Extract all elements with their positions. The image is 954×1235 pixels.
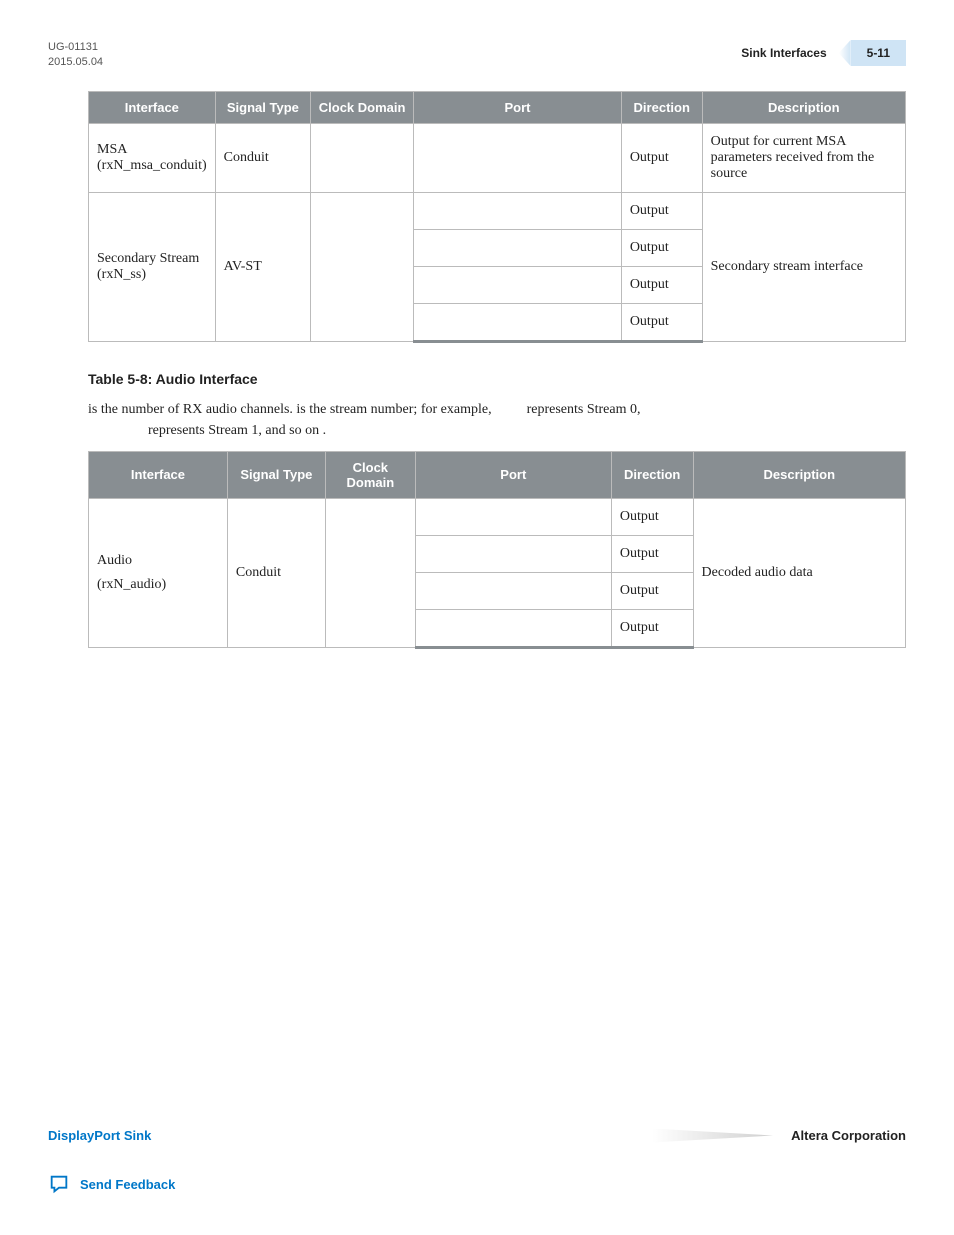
cell-clock (311, 192, 414, 341)
cell-signaltype: Conduit (215, 123, 310, 192)
footer-company: Altera Corporation (791, 1128, 906, 1143)
table-row: Audio (rxN_audio) Conduit Output Decoded… (89, 498, 906, 535)
th-port: Port (414, 91, 622, 123)
page-footer: DisplayPort Sink Altera Corporation Send… (48, 1128, 906, 1195)
cell-interface: Secondary Stream (rxN_ss) (89, 192, 216, 341)
desc-part: is the number of RX audio channels. (88, 402, 296, 417)
cell-direction: Output (611, 498, 693, 535)
cell-direction: Output (621, 303, 702, 341)
footer-top: DisplayPort Sink Altera Corporation (48, 1128, 906, 1143)
cell-description: Decoded audio data (693, 498, 905, 647)
desc-part: represents Stream 1, and so on . (148, 420, 326, 441)
cell-interface: MSA (rxN_msa_conduit) (89, 123, 216, 192)
cell-port (415, 535, 611, 572)
feedback-label: Send Feedback (80, 1177, 175, 1192)
doc-date: 2015.05.04 (48, 55, 103, 70)
doc-meta: UG-01131 2015.05.04 (48, 40, 103, 71)
section-title: Sink Interfaces (741, 46, 826, 60)
th-clock: Clock Domain (325, 451, 415, 498)
cell-port (415, 609, 611, 647)
table-row: MSA (rxN_msa_conduit) Conduit Output Out… (89, 123, 906, 192)
cell-direction: Output (621, 266, 702, 303)
footer-chapter-link[interactable]: DisplayPort Sink (48, 1128, 151, 1143)
desc-part: is the stream number; for example, (296, 402, 495, 417)
cell-interface: Audio (rxN_audio) (89, 498, 228, 647)
cell-port (414, 303, 622, 341)
doc-id: UG-01131 (48, 40, 103, 55)
th-interface: Interface (89, 451, 228, 498)
th-description: Description (702, 91, 905, 123)
cell-clock (325, 498, 415, 647)
comment-icon (48, 1173, 70, 1195)
cell-direction: Output (611, 535, 693, 572)
header-right: Sink Interfaces 5-11 (741, 40, 906, 66)
cell-signaltype: AV-ST (215, 192, 310, 341)
th-signaltype: Signal Type (227, 451, 325, 498)
cell-description: Output for current MSA parameters receiv… (702, 123, 905, 192)
footer-arrow-icon (169, 1129, 773, 1143)
desc-part: represents Stream 0, (527, 402, 641, 417)
th-port: Port (415, 451, 611, 498)
th-direction: Direction (621, 91, 702, 123)
th-clock: Clock Domain (311, 91, 414, 123)
cell-direction: Output (611, 609, 693, 647)
cell-description: Secondary stream interface (702, 192, 905, 341)
cell-port (414, 192, 622, 229)
interface-table-1: Interface Signal Type Clock Domain Port … (88, 91, 906, 343)
send-feedback-link[interactable]: Send Feedback (48, 1173, 906, 1195)
cell-port (415, 572, 611, 609)
table2-description: is the number of RX audio channels. is t… (88, 399, 906, 441)
cell-port (415, 498, 611, 535)
cell-clock (311, 123, 414, 192)
th-interface: Interface (89, 91, 216, 123)
page-header: UG-01131 2015.05.04 Sink Interfaces 5-11 (48, 40, 906, 71)
cell-direction: Output (621, 123, 702, 192)
th-signaltype: Signal Type (215, 91, 310, 123)
cell-port (414, 123, 622, 192)
audio-interface-table: Interface Signal Type Clock Domain Port … (88, 451, 906, 649)
cell-direction: Output (621, 229, 702, 266)
page-number-badge: 5-11 (851, 40, 906, 66)
cell-direction: Output (611, 572, 693, 609)
table-row: Secondary Stream (rxN_ss) AV-ST Output S… (89, 192, 906, 229)
th-description: Description (693, 451, 905, 498)
th-direction: Direction (611, 451, 693, 498)
cell-text: Audio (97, 553, 219, 569)
cell-port (414, 266, 622, 303)
cell-signaltype: Conduit (227, 498, 325, 647)
cell-port (414, 229, 622, 266)
cell-text: (rxN_audio) (97, 577, 219, 593)
table2-caption: Table 5-8: Audio Interface (88, 371, 906, 387)
cell-direction: Output (621, 192, 702, 229)
